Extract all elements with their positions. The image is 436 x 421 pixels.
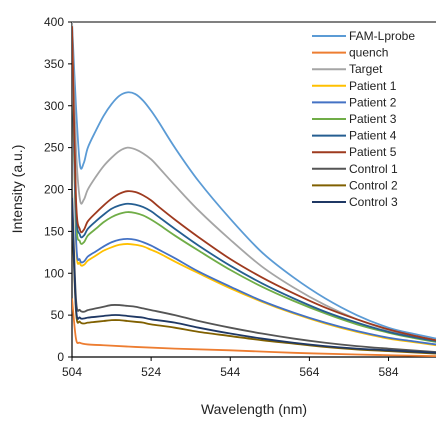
legend-label-quench: quench bbox=[349, 46, 388, 60]
legend-label-control-2: Control 2 bbox=[349, 178, 398, 192]
y-tick-label: 0 bbox=[57, 350, 64, 364]
legend: FAM-Lprobe quench Target Patient 1 Patient 2… bbox=[312, 29, 415, 209]
y-tick-label: 200 bbox=[44, 183, 64, 197]
series-line-patient-5 bbox=[72, 26, 436, 342]
y-tick-label: 150 bbox=[44, 224, 64, 238]
y-tick-label: 50 bbox=[51, 308, 65, 322]
x-tick-label: 504 bbox=[62, 365, 82, 379]
series-line-target bbox=[72, 22, 436, 343]
x-tick-label: 584 bbox=[379, 365, 399, 379]
x-axis-title: Wavelength (nm) bbox=[201, 401, 307, 417]
series-line-patient-3 bbox=[72, 30, 436, 343]
legend-label-patient-5: Patient 5 bbox=[349, 145, 397, 159]
series-line-patient-2 bbox=[72, 38, 436, 346]
series-line-control-1 bbox=[72, 189, 436, 353]
x-tick-label: 524 bbox=[141, 365, 161, 379]
series-line-control-3 bbox=[72, 197, 436, 354]
legend-label-patient-3: Patient 3 bbox=[349, 112, 397, 126]
legend-label-control-1: Control 1 bbox=[349, 162, 398, 176]
plot-lines bbox=[72, 22, 436, 357]
legend-label-fam-lprobe: FAM-Lprobe bbox=[349, 29, 415, 43]
y-tick-label: 100 bbox=[44, 266, 64, 280]
x-tick-label: 544 bbox=[220, 365, 240, 379]
series-line-fam-lprobe bbox=[72, 22, 436, 340]
series-line-quench bbox=[72, 298, 436, 357]
legend-label-target: Target bbox=[349, 62, 383, 76]
ticks: 504 524 544 564 584 0 50 100 150 200 250 300 350 400 bbox=[44, 15, 399, 379]
y-tick-label: 300 bbox=[44, 99, 64, 113]
series-line-patient-4 bbox=[72, 30, 436, 342]
legend-label-patient-1: Patient 1 bbox=[349, 79, 397, 93]
y-tick-label: 350 bbox=[44, 57, 64, 71]
legend-label-control-3: Control 3 bbox=[349, 195, 398, 209]
x-tick-label: 564 bbox=[299, 365, 319, 379]
legend-label-patient-4: Patient 4 bbox=[349, 129, 397, 143]
y-axis-title: Intensity (a.u.) bbox=[9, 145, 25, 234]
legend-label-patient-2: Patient 2 bbox=[349, 95, 397, 109]
y-tick-label: 400 bbox=[44, 15, 64, 29]
y-tick-label: 250 bbox=[44, 141, 64, 155]
